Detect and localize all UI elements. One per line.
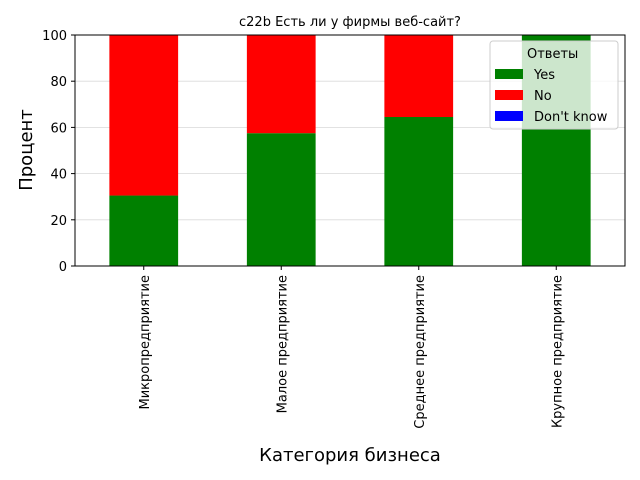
legend-label: Don't know: [534, 110, 608, 125]
bar-no: [109, 35, 179, 196]
y-tick-label: 80: [50, 75, 67, 90]
bar-no: [246, 35, 316, 134]
x-tick-label: Малое предприятие: [275, 275, 290, 413]
bar-yes: [109, 195, 179, 266]
legend-swatch: [495, 111, 523, 121]
bar-yes: [384, 117, 454, 266]
x-tick-label: Крупное предприятие: [550, 275, 565, 428]
legend-frame: [489, 40, 619, 130]
x-axis-title: Категория бизнеса: [259, 445, 441, 466]
y-tick-label: 100: [42, 29, 67, 44]
bar-no: [384, 35, 454, 118]
legend-swatch: [495, 69, 523, 79]
legend-swatch: [495, 90, 523, 100]
legend-title: Ответы: [527, 47, 578, 62]
y-tick-label: 40: [50, 168, 67, 183]
bar-yes: [246, 133, 316, 266]
x-axis-ticks: Микропредприятие Малое предприятие Среднее…: [138, 266, 565, 429]
chart-title: c22b Есть ли у фирмы веб-сайт?: [239, 15, 461, 30]
x-tick-label: Микропредприятие: [138, 275, 153, 410]
y-tick-label: 20: [50, 214, 67, 229]
legend-label: Yes: [533, 68, 555, 83]
y-axis-title: Процент: [16, 109, 37, 191]
legend: Ответы Yes No Don't know: [489, 40, 619, 130]
plot-frame: [74, 34, 626, 267]
x-tick-label: Среднее предприятие: [413, 275, 428, 429]
y-tick-label: 0: [59, 260, 67, 275]
y-axis-ticks: 0 20 40 60 80 100: [42, 29, 75, 275]
legend-label: No: [534, 89, 552, 104]
y-tick-label: 60: [50, 121, 67, 136]
